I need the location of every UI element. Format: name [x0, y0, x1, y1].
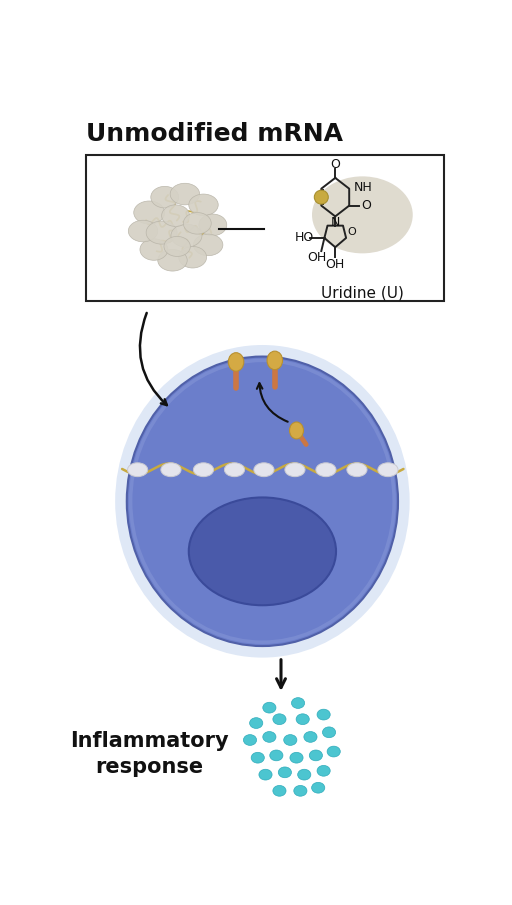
Ellipse shape [162, 205, 189, 226]
Text: HO: HO [295, 232, 314, 244]
Ellipse shape [312, 176, 413, 253]
Ellipse shape [183, 213, 211, 234]
Ellipse shape [279, 767, 291, 777]
Ellipse shape [194, 462, 214, 477]
Ellipse shape [290, 752, 303, 763]
Ellipse shape [263, 731, 276, 742]
Ellipse shape [296, 714, 309, 725]
Ellipse shape [164, 236, 190, 256]
Ellipse shape [309, 750, 323, 761]
Text: Unmodified mRNA: Unmodified mRNA [86, 122, 343, 147]
Ellipse shape [199, 214, 227, 235]
Circle shape [314, 190, 328, 205]
Ellipse shape [323, 727, 336, 738]
Ellipse shape [179, 246, 207, 268]
Ellipse shape [254, 462, 274, 477]
Text: O: O [361, 199, 371, 212]
Ellipse shape [251, 752, 264, 763]
Ellipse shape [317, 766, 330, 776]
Ellipse shape [170, 184, 200, 205]
Ellipse shape [243, 735, 257, 746]
Ellipse shape [291, 698, 305, 709]
Ellipse shape [194, 234, 223, 256]
Ellipse shape [273, 786, 286, 796]
Ellipse shape [289, 422, 304, 439]
Ellipse shape [140, 239, 168, 261]
Text: O: O [330, 157, 340, 170]
Ellipse shape [304, 731, 317, 742]
Ellipse shape [158, 250, 187, 272]
Ellipse shape [127, 462, 147, 477]
Ellipse shape [250, 718, 263, 729]
Bar [86, 155, 444, 301]
Ellipse shape [224, 462, 245, 477]
Ellipse shape [161, 462, 181, 477]
Text: N: N [331, 216, 340, 229]
Ellipse shape [273, 714, 286, 725]
Ellipse shape [316, 462, 336, 477]
Ellipse shape [189, 498, 336, 605]
Ellipse shape [151, 186, 179, 208]
Ellipse shape [284, 735, 297, 746]
Ellipse shape [285, 462, 305, 477]
Text: Inflammatory
response: Inflammatory response [70, 731, 228, 776]
Text: Uridine (U): Uridine (U) [321, 286, 404, 300]
Ellipse shape [267, 351, 283, 369]
Ellipse shape [189, 194, 218, 215]
Ellipse shape [134, 201, 165, 224]
Ellipse shape [317, 710, 330, 720]
Text: OH: OH [326, 258, 345, 271]
Ellipse shape [115, 345, 410, 658]
Ellipse shape [127, 357, 398, 646]
Ellipse shape [294, 786, 307, 796]
Ellipse shape [312, 782, 325, 793]
Ellipse shape [270, 750, 283, 761]
Ellipse shape [297, 769, 311, 780]
Text: NH: NH [354, 181, 373, 195]
Ellipse shape [259, 769, 272, 780]
Ellipse shape [327, 746, 340, 757]
Ellipse shape [378, 462, 398, 477]
Text: OH: OH [307, 252, 326, 264]
Text: O: O [348, 227, 356, 237]
Ellipse shape [263, 702, 276, 713]
Ellipse shape [347, 462, 367, 477]
Ellipse shape [228, 353, 244, 371]
Ellipse shape [146, 221, 177, 244]
Ellipse shape [171, 224, 202, 247]
Ellipse shape [129, 220, 158, 242]
